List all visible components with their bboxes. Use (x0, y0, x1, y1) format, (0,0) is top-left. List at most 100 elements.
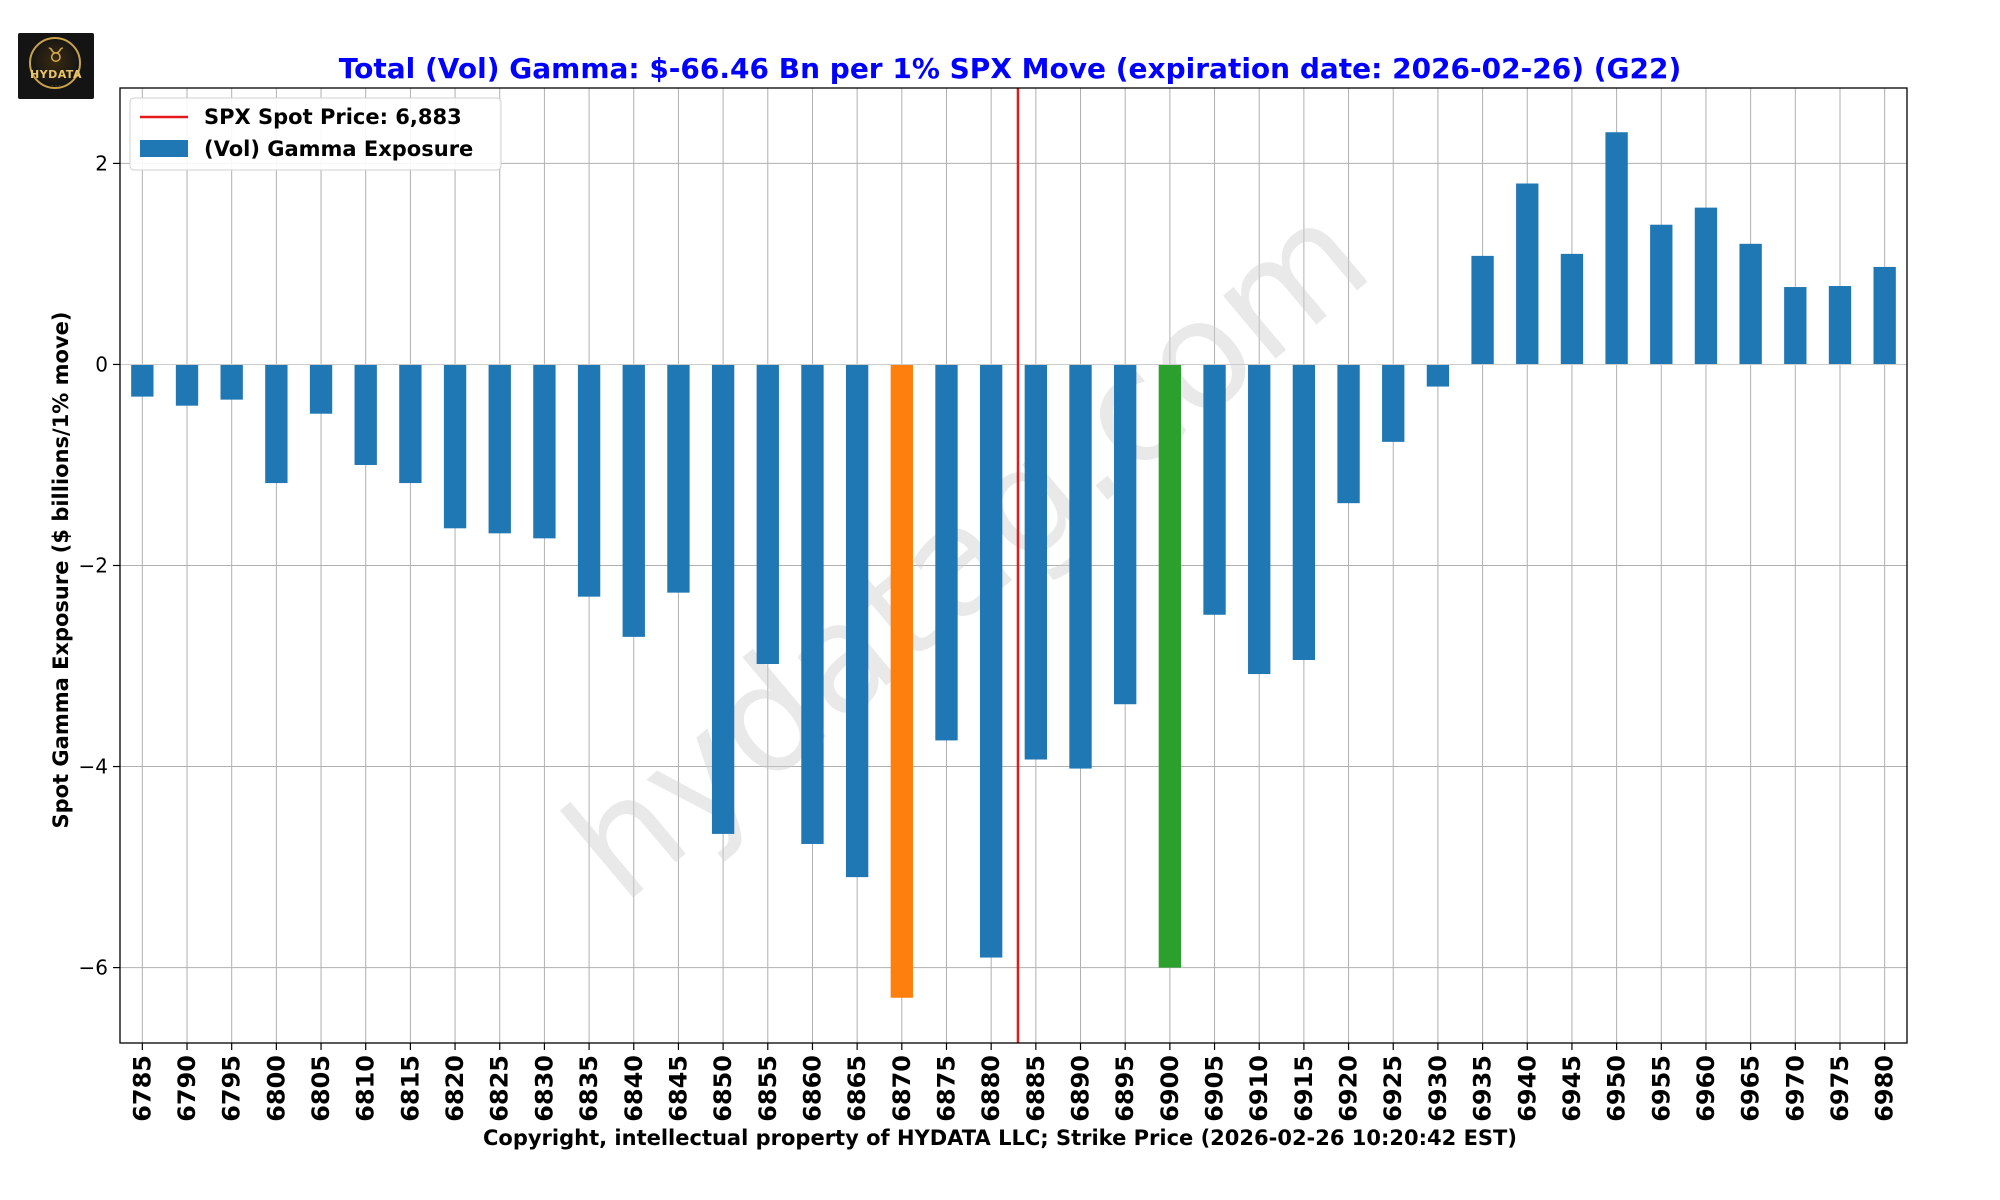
bar-6910 (1248, 364, 1271, 675)
bar-6930 (1426, 364, 1450, 387)
y-tick-label: −6 (79, 956, 108, 980)
x-tick-label: 6800 (262, 1055, 290, 1122)
y-tick-label: 2 (95, 151, 108, 175)
bar-6915 (1292, 364, 1316, 660)
x-tick-label: 6910 (1245, 1055, 1273, 1122)
legend: SPX Spot Price: 6,883 (Vol) Gamma Exposu… (129, 97, 502, 171)
x-tick-label: 6935 (1469, 1055, 1497, 1122)
legend-gamma-label: (Vol) Gamma Exposure (204, 137, 473, 161)
x-tick-label: 6980 (1871, 1055, 1899, 1122)
bar-6850 (711, 364, 735, 834)
x-tick-label: 6950 (1603, 1055, 1631, 1122)
x-tick-label: 6960 (1692, 1055, 1720, 1122)
x-tick-label: 6820 (441, 1055, 469, 1122)
bar-6810 (354, 364, 377, 465)
bar-6870 (890, 364, 913, 998)
bar-6790 (175, 364, 199, 406)
x-tick-label: 6925 (1379, 1055, 1407, 1122)
bar-6900 (1158, 364, 1182, 968)
x-tick-label: 6905 (1201, 1055, 1229, 1122)
y-tick-label: 0 (95, 352, 108, 376)
x-tick-label: 6895 (1111, 1055, 1139, 1122)
x-tick-label: 6880 (977, 1055, 1005, 1122)
x-tick-label: 6930 (1424, 1055, 1452, 1122)
x-tick-label: 6890 (1067, 1055, 1095, 1122)
x-tick-label: 6940 (1513, 1055, 1541, 1122)
x-tick-label: 6840 (620, 1055, 648, 1122)
x-tick-label: 6795 (218, 1055, 246, 1122)
bar-6890 (1069, 364, 1092, 769)
bar-6925 (1382, 364, 1405, 442)
x-tick-label: 6790 (173, 1055, 201, 1122)
x-tick-label: 6915 (1290, 1055, 1318, 1122)
legend-gamma-swatch (140, 140, 188, 157)
x-axis-label: Copyright, intellectual property of HYDA… (483, 1126, 1517, 1150)
bar-6785 (131, 364, 154, 397)
logo-emblem (29, 37, 81, 89)
bar-6820 (443, 364, 467, 529)
bar-6905 (1203, 364, 1226, 615)
x-tick-label: 6900 (1156, 1055, 1184, 1122)
y-axis-label: Spot Gamma Exposure ($ billions/1% move) (49, 312, 73, 829)
x-tick-label: 6835 (575, 1055, 603, 1122)
bars (131, 132, 1896, 998)
bar-6895 (1114, 364, 1137, 705)
bar-6960 (1694, 207, 1718, 365)
x-tick-label: 6815 (396, 1055, 424, 1122)
y-tick-label: −2 (79, 554, 108, 578)
bar-6975 (1828, 286, 1852, 365)
x-tick-label: 6810 (352, 1055, 380, 1122)
logo-text: HYDATA (29, 68, 83, 81)
bar-6830 (533, 364, 556, 539)
x-tick-label: 6920 (1335, 1055, 1363, 1122)
chart-title: Total (Vol) Gamma: $-66.46 Bn per 1% SPX… (339, 52, 1682, 85)
bar-6885 (1024, 364, 1048, 760)
x-tick-label: 6785 (128, 1055, 156, 1122)
bar-6880 (979, 364, 1003, 958)
x-tick-label: 6885 (1022, 1055, 1050, 1122)
legend-spot-label: SPX Spot Price: 6,883 (204, 105, 462, 129)
bar-6945 (1560, 253, 1584, 365)
bar-6800 (265, 364, 288, 484)
legend-box (129, 97, 502, 171)
x-axis: 6785 6790 6795 6800 6805 6810 6815 6820 6825 6830… (128, 1043, 1899, 1122)
x-tick-label: 6805 (307, 1055, 335, 1122)
bar-6940 (1516, 183, 1539, 365)
x-tick-label: 6845 (664, 1055, 692, 1122)
x-tick-label: 6855 (754, 1055, 782, 1122)
x-tick-label: 6970 (1781, 1055, 1809, 1122)
bar-6920 (1337, 364, 1360, 504)
x-tick-label: 6865 (843, 1055, 871, 1122)
hydata-logo: ♉ HYDATA · · · (18, 33, 94, 99)
bar-6935 (1471, 255, 1494, 365)
bar-6965 (1739, 243, 1762, 365)
bar-6970 (1784, 287, 1807, 365)
bar-6845 (667, 364, 690, 593)
x-tick-label: 6955 (1647, 1055, 1675, 1122)
bar-6980 (1873, 266, 1896, 365)
x-tick-label: 6860 (798, 1055, 826, 1122)
x-tick-label: 6830 (530, 1055, 558, 1122)
bar-6835 (577, 364, 601, 597)
y-tick-label: −4 (79, 755, 108, 779)
x-tick-label: 6965 (1737, 1055, 1765, 1122)
x-tick-label: 6825 (486, 1055, 514, 1122)
bar-6950 (1605, 132, 1628, 365)
y-axis: 2 0 −2 −4 −6 (79, 151, 120, 980)
bar-6955 (1650, 224, 1673, 365)
watermark-text: hydatag.com (534, 168, 1400, 934)
bar-6840 (622, 364, 645, 637)
bar-6795 (220, 364, 243, 400)
x-tick-label: 6870 (888, 1055, 916, 1122)
bar-6805 (309, 364, 333, 414)
bull-icon: ♉ (47, 43, 65, 67)
bar-6860 (801, 364, 824, 844)
bar-6855 (756, 364, 779, 665)
x-tick-label: 6945 (1558, 1055, 1586, 1122)
logo-subtext: · · · (51, 83, 61, 90)
bar-6825 (488, 364, 511, 534)
bar-6865 (845, 364, 869, 878)
x-tick-label: 6975 (1826, 1055, 1854, 1122)
bar-6875 (935, 364, 958, 741)
